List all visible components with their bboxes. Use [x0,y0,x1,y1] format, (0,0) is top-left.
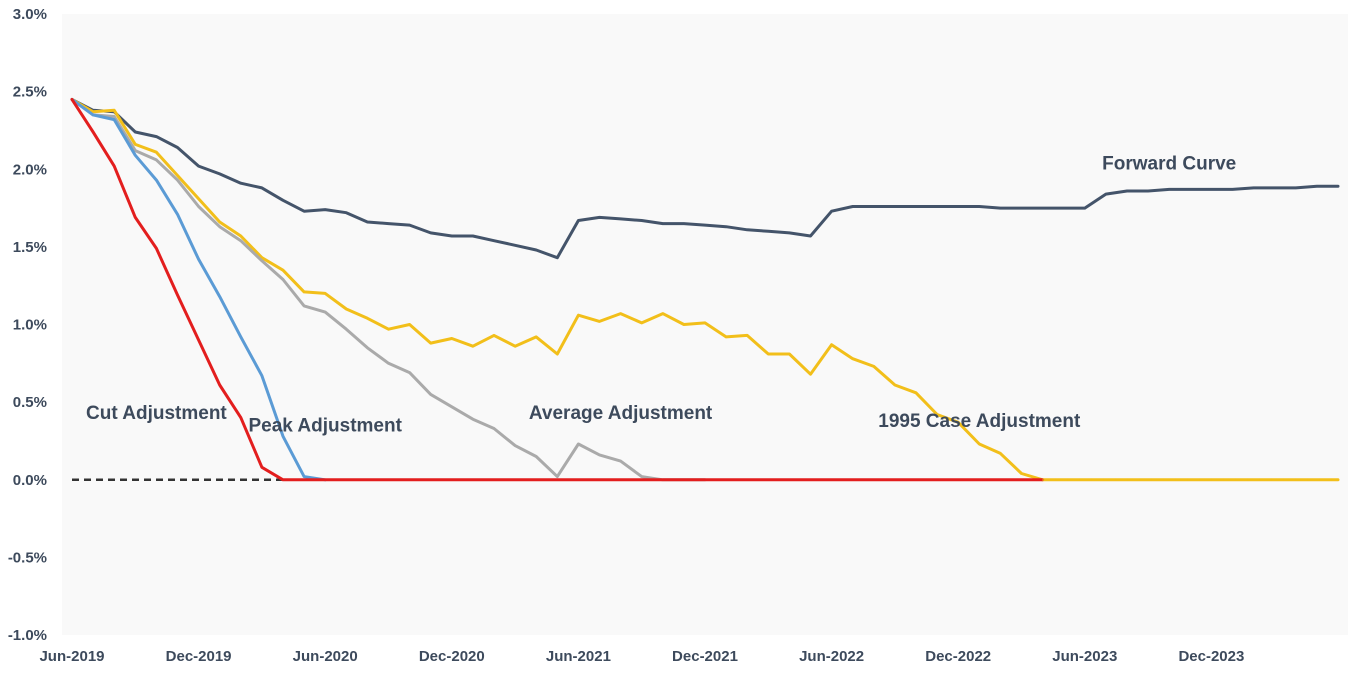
series-labels: Forward Curve 1995 Case Adjustment Average… [86,153,1236,436]
series-line-forward-curve [70,97,1340,260]
x-tick-label: Jun-2020 [293,648,358,665]
y-tick-label: 2.5% [13,84,47,101]
y-tick-label: 0.5% [13,394,47,411]
series-layer [70,97,1340,482]
series-line-average-adjustment [70,97,707,482]
series-line-peak-adjustment [70,97,327,482]
y-tick-label: 2.0% [13,161,47,178]
x-tick-label: Dec-2022 [925,648,991,665]
x-axis: Jun-2019 Dec-2019 Jun-2020 Dec-2020 Jun-2021… [39,648,1244,665]
x-tick-label: Dec-2020 [419,648,485,665]
y-tick-label: 3.0% [13,6,47,23]
y-axis: 3.0% 2.5% 2.0% 1.5% 1.0% 0.5% 0.0% -0.5% -1.0% [8,6,47,644]
series-line-cut-adjustment [70,97,1045,482]
y-tick-label: 1.0% [13,317,47,334]
x-tick-label: Jun-2019 [39,648,104,665]
x-tick-label: Jun-2023 [1052,648,1117,665]
x-tick-label: Jun-2021 [546,648,611,665]
label-1995-case-adjustment: 1995 Case Adjustment [878,411,1081,432]
label-forward-curve: Forward Curve [1102,153,1236,174]
x-tick-label: Dec-2021 [672,648,738,665]
y-tick-label: 1.5% [13,239,47,256]
label-average-adjustment: Average Adjustment [529,403,713,424]
label-peak-adjustment: Peak Adjustment [248,416,402,437]
y-tick-label: 0.0% [13,472,47,489]
y-tick-label: -0.5% [8,549,47,566]
y-tick-label: -1.0% [8,627,47,644]
label-cut-adjustment: Cut Adjustment [86,403,227,424]
x-tick-label: Dec-2019 [166,648,232,665]
x-tick-label: Dec-2023 [1178,648,1244,665]
x-tick-label: Jun-2022 [799,648,864,665]
